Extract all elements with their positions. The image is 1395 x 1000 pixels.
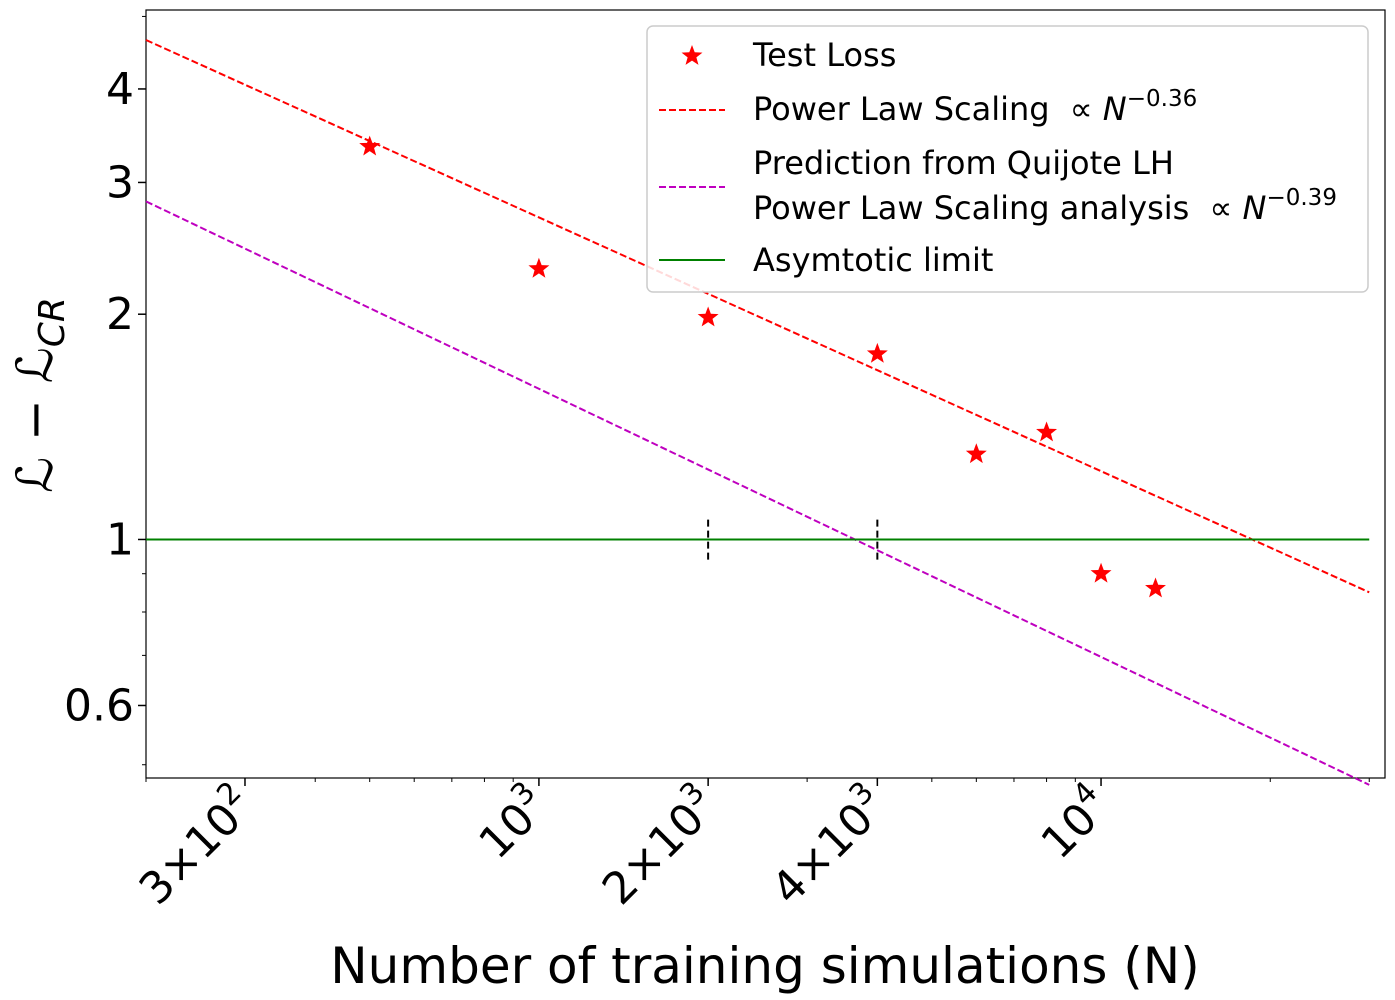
legend-label-quijote-name: Power Law Scaling analysis xyxy=(753,189,1189,227)
marker-layer xyxy=(359,135,1166,598)
x-axis-ticks: 3×102 103 2×103 4×103 104 xyxy=(125,775,1370,915)
y-axis-title: ℒ − ℒCR xyxy=(6,297,73,493)
series-layer xyxy=(145,39,1370,786)
data-point-star xyxy=(697,306,719,327)
legend-label-test-loss: Test Loss xyxy=(752,36,896,74)
legend: Test Loss Power Law Scaling ∝ N−0.36 Pre… xyxy=(646,25,1369,293)
legend-sample-test-loss xyxy=(681,45,703,65)
legend-label-asymptotic: Asymtotic limit xyxy=(753,241,993,279)
y-tick-label: 0.6 xyxy=(64,680,134,731)
legend-label-quijote-exp: −0.39 xyxy=(1266,185,1336,211)
legend-label-quijote-propto: ∝ N xyxy=(1199,189,1266,227)
data-point-star xyxy=(1036,421,1058,442)
y-tick-label: 3 xyxy=(106,157,134,208)
y-tick-label: 2 xyxy=(106,289,134,340)
series-line-2 xyxy=(145,200,1370,786)
x-tick-label: 104 xyxy=(1027,775,1121,869)
legend-label-power-law-propto: ∝ N xyxy=(1060,90,1127,128)
x-tick-label: 4×103 xyxy=(757,775,897,915)
legend-label-power-law-exp: −0.36 xyxy=(1127,86,1197,112)
y-tick-label: 4 xyxy=(106,64,134,115)
data-point-star xyxy=(1090,562,1112,583)
legend-label-power-law: Power Law Scaling ∝ N−0.36 xyxy=(753,86,1197,128)
x-tick-label: 2×103 xyxy=(588,775,728,915)
x-tick-label: 103 xyxy=(465,775,559,869)
legend-samples xyxy=(659,45,725,261)
legend-label-quijote-line2: Power Law Scaling analysis ∝ N−0.39 xyxy=(753,185,1337,227)
y-axis-title-base: ℒ − ℒ xyxy=(6,347,64,493)
y-axis-title-sub: CR xyxy=(32,297,73,347)
legend-label-quijote-line1: Prediction from Quijote LH xyxy=(753,144,1174,182)
legend-frame xyxy=(646,25,1369,293)
x-tick-label: 3×102 xyxy=(125,775,265,915)
legend-label-power-law-name: Power Law Scaling xyxy=(753,90,1050,128)
data-point-star xyxy=(866,342,888,363)
data-point-star xyxy=(528,257,550,278)
y-tick-label: 1 xyxy=(106,514,134,565)
data-point-star xyxy=(1145,577,1166,598)
data-point-star xyxy=(359,135,381,156)
data-point-star xyxy=(965,443,987,464)
x-axis-title: Number of training simulations (N) xyxy=(330,937,1199,995)
y-axis-ticks: 0.6 1 2 3 4 xyxy=(64,15,146,766)
series-line-1 xyxy=(145,39,1370,594)
